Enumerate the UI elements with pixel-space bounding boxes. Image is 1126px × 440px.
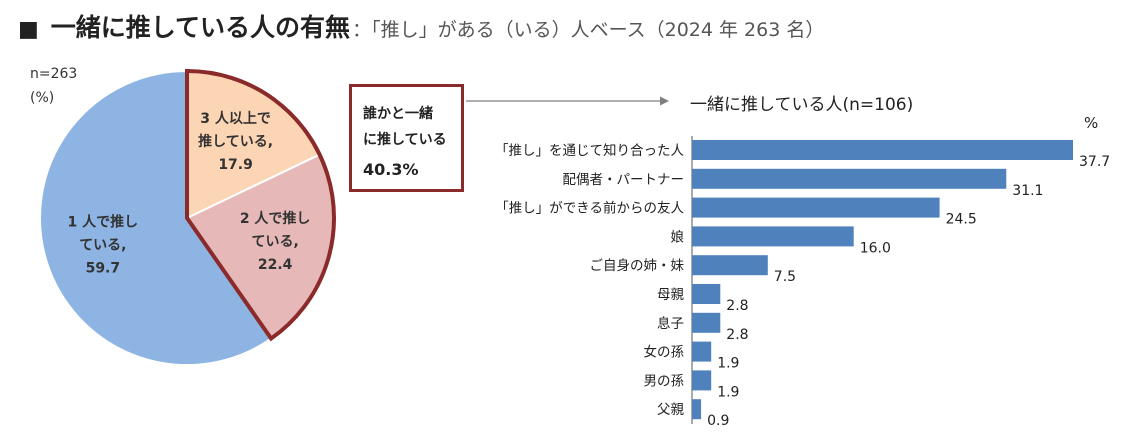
pie-slice-label: 2 人で推し [240,210,311,227]
bar-category-label: 母親 [657,287,685,303]
arrow-head-icon [660,96,669,106]
bar [692,140,1073,160]
bar [692,197,940,218]
callout-line1: 誰かと一緒 [363,106,433,122]
bar [692,226,854,247]
bar [692,312,721,333]
bar-value-label: 2.8 [726,327,748,343]
bar [692,399,702,420]
bar [692,370,712,391]
bar-value-label: 1.9 [717,384,739,400]
bar-category-label: 配偶者・パートナー [563,172,685,188]
bar-value-label: 0.9 [707,413,729,429]
pie-slice [39,69,273,366]
bar-category-label: 父親 [657,402,685,418]
bar-category-label: 「推し」を通じて知り合った人 [495,142,684,159]
pie-unit-label: (%) [30,90,55,106]
bar-value-label: 31.1 [1012,183,1043,199]
pie-slice-label: 推している, [198,133,273,150]
pie-slice-label: 1 人で推し [68,213,139,230]
bar-value-label: 24.5 [946,212,977,228]
chart-subtitle: ：「推し」がある（いる）人ベース（2024 年 263 名） [352,19,825,41]
bar-category-label: ご自身の姉・妹 [590,258,685,274]
bar [692,168,1007,189]
bar-chart-title: 一緒に推している人(n=106) [690,95,914,115]
bar-category-label: 女の孫 [644,344,685,361]
bar-value-label: 7.5 [774,269,796,285]
square-bullet-icon: ■ [18,17,39,42]
bar-value-label: 16.0 [860,240,891,256]
pie-slice-label: 22.4 [258,257,293,273]
pie-n-label: n=263 [30,66,78,82]
bar-chart-unit: % [1084,114,1099,132]
callout-line2: に推している [363,132,447,148]
chart-title: 一緒に推している人の有無 [50,13,351,42]
callout-box: 誰かと一緒 に推している 40.3% [349,84,464,192]
bar [692,255,768,276]
callout-value: 40.3% [363,160,419,179]
bar-category-label: 息子 [657,315,684,332]
bar [692,341,712,362]
bar [692,284,721,304]
pie-slice-label: 17.9 [218,157,253,173]
pie-slice-label: 3 人以上で [200,110,271,127]
bar-category-label: 「推し」ができる前からの友人 [495,200,684,217]
chart-header: ■ 一緒に推している人の有無 ：「推し」がある（いる）人ベース（2024 年 2… [18,8,824,48]
pie-highlight-outline [185,68,336,342]
bar-value-label: 37.7 [1079,154,1110,170]
bar-category-label: 娘 [671,229,685,245]
pie-slice-label: ている, [79,237,126,253]
pie-slice-label: ている, [251,234,298,250]
bar-value-label: 1.9 [717,356,739,372]
bar-value-label: 2.8 [726,298,748,314]
bar-category-label: 男の孫 [644,373,685,389]
pie-slice-label: 59.7 [86,260,121,276]
